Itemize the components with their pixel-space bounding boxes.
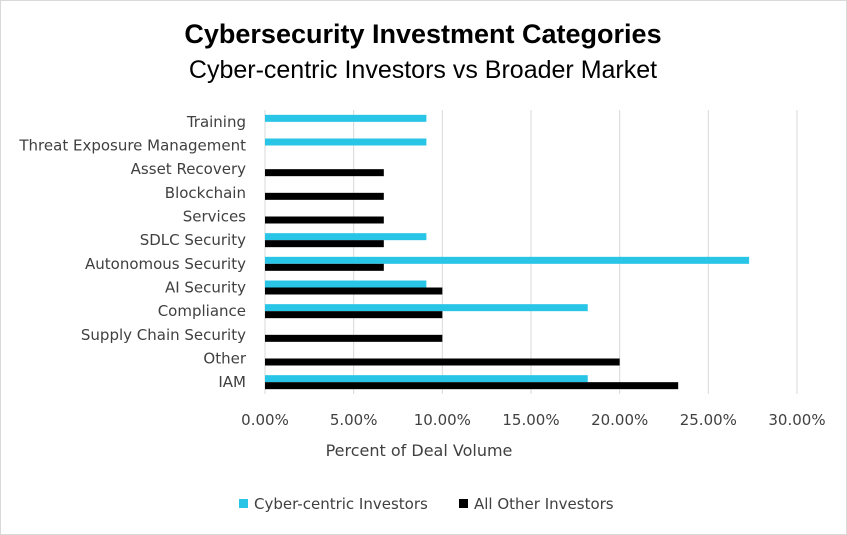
category-label: Compliance <box>158 302 246 320</box>
category-label: Threat Exposure Management <box>18 137 246 155</box>
bar <box>265 334 443 342</box>
category-label: AI Security <box>165 279 246 297</box>
category-label: Supply Chain Security <box>81 326 246 344</box>
x-tick-label: 30.00% <box>768 411 825 429</box>
bar <box>265 256 750 264</box>
category-label: Asset Recovery <box>131 160 246 178</box>
legend-label: All Other Investors <box>474 495 614 513</box>
legend-label: Cyber-centric Investors <box>254 495 428 513</box>
bar <box>265 114 427 122</box>
x-tick-label: 5.00% <box>330 411 378 429</box>
x-tick-label: 20.00% <box>591 411 648 429</box>
x-axis-title: Percent of Deal Volume <box>326 441 513 460</box>
category-label: Other <box>203 350 246 368</box>
x-tick-label: 15.00% <box>502 411 559 429</box>
gridlines <box>264 110 798 394</box>
x-tick-label: 0.00% <box>241 411 289 429</box>
bar <box>265 382 679 390</box>
bar <box>265 304 588 312</box>
category-label: IAM <box>218 373 246 391</box>
chart-subtitle: Cyber-centric Investors vs Broader Marke… <box>189 56 657 84</box>
bar <box>265 280 427 288</box>
x-tick-label: 25.00% <box>680 411 737 429</box>
category-label: Training <box>186 113 246 131</box>
bar <box>265 287 443 295</box>
bar <box>265 263 384 271</box>
bar <box>265 138 427 146</box>
bars <box>265 114 750 390</box>
legend: Cyber-centric Investors All Other Investo… <box>239 495 614 513</box>
legend-swatch <box>459 499 468 508</box>
legend-swatch <box>239 499 248 508</box>
bar <box>265 240 384 248</box>
x-tick-labels: 0.00% 5.00% 10.00% 15.00% 20.00% 25.00% 30.00% <box>241 411 825 429</box>
bar <box>265 375 588 383</box>
category-label: Blockchain <box>165 184 246 202</box>
bar <box>265 192 384 200</box>
category-label: Services <box>183 208 246 226</box>
bar <box>265 169 384 177</box>
x-tick-label: 10.00% <box>414 411 471 429</box>
bar <box>265 311 443 319</box>
bar <box>265 216 384 224</box>
bar <box>265 358 620 366</box>
chart-title: Cybersecurity Investment Categories <box>184 19 661 49</box>
category-label: SDLC Security <box>140 231 246 249</box>
bar <box>265 233 427 241</box>
category-labels: IAM Other Supply Chain Security Compliance A… <box>18 113 246 391</box>
category-label: Autonomous Security <box>85 255 246 273</box>
